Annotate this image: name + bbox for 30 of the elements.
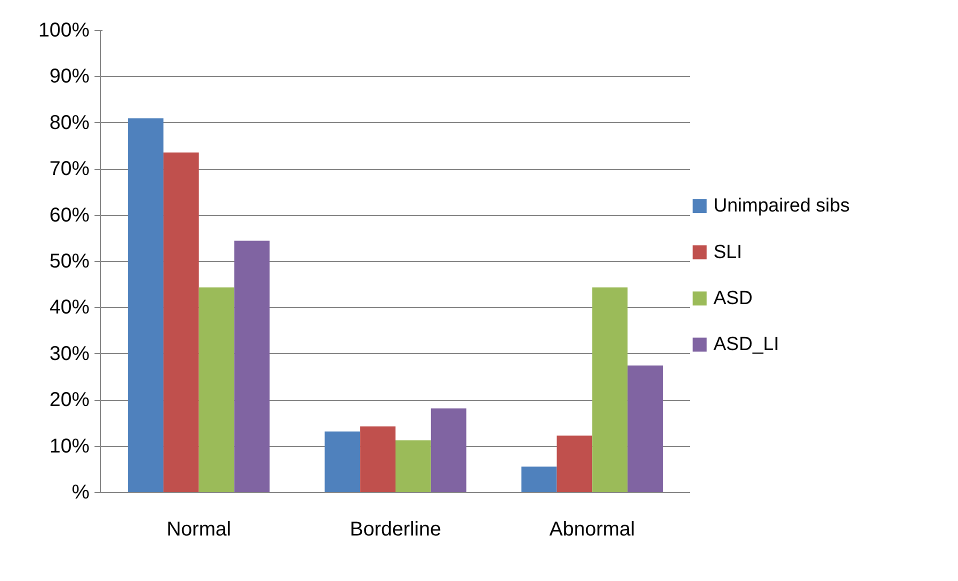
y-tick-label: % xyxy=(72,482,90,504)
bar xyxy=(521,466,557,492)
y-tick-label: 80% xyxy=(49,112,90,134)
legend-label: Unimpaired sibs xyxy=(714,196,850,217)
bar xyxy=(198,287,234,492)
y-tick-label: 20% xyxy=(49,389,90,412)
x-tick-label: Abnormal xyxy=(549,518,635,540)
bar xyxy=(360,426,396,492)
x-tick-label: Normal xyxy=(166,518,232,540)
x-tick-label: Borderline xyxy=(350,518,442,540)
legend-label: ASD_LI xyxy=(714,334,779,356)
legend-label: SLI xyxy=(714,242,742,263)
bar xyxy=(234,240,270,492)
bar xyxy=(430,408,466,492)
y-tick-label: 60% xyxy=(49,204,90,226)
y-tick-label: 50% xyxy=(49,250,90,272)
bar xyxy=(592,287,628,492)
bar xyxy=(163,152,199,492)
y-tick-label: 30% xyxy=(49,342,90,365)
y-tick-label: 70% xyxy=(49,158,90,180)
bar xyxy=(324,432,360,492)
y-tick-label: 90% xyxy=(49,66,90,88)
bar xyxy=(556,436,592,492)
legend-label: ASD xyxy=(714,288,753,309)
bar xyxy=(396,440,431,492)
bar xyxy=(128,118,164,492)
bar xyxy=(628,365,663,492)
y-tick-label: 100% xyxy=(38,20,90,42)
y-tick-label: 40% xyxy=(49,296,90,319)
y-tick-label: 10% xyxy=(49,435,90,458)
